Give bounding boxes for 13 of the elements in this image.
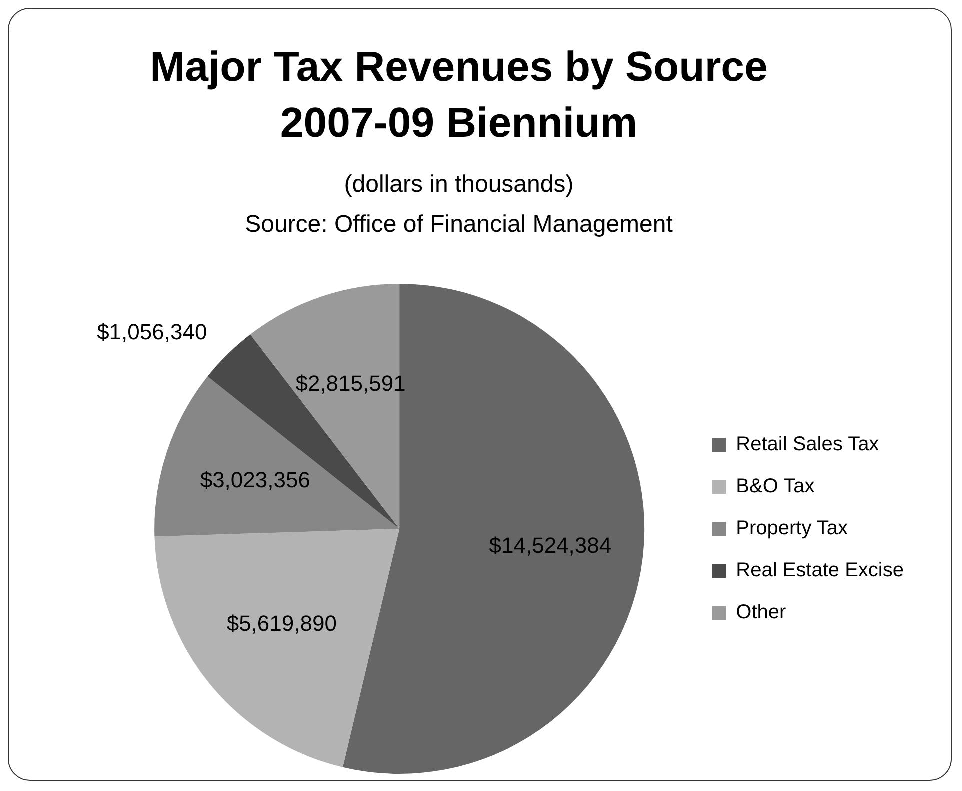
chart-subtitle: (dollars in thousands) — [343, 171, 575, 199]
data-label: $14,524,384 — [489, 532, 612, 558]
data-label: $3,023,356 — [200, 467, 310, 492]
legend-label: B&O Tax — [736, 476, 815, 498]
source-note: Source: Office of Financial Management — [244, 211, 674, 239]
chart-title: Major Tax Revenues by Source 2007-09 Biennium — [149, 42, 769, 148]
legend-label: Property Tax — [736, 518, 848, 540]
data-label: $2,815,591 — [296, 371, 406, 396]
legend-label: Real Estate Excise — [736, 560, 904, 582]
legend-label: Other — [736, 602, 787, 624]
data-label: $1,056,340 — [97, 319, 208, 344]
data-label: $5,619,890 — [226, 611, 337, 636]
legend-label: Retail Sales Tax — [736, 434, 880, 456]
